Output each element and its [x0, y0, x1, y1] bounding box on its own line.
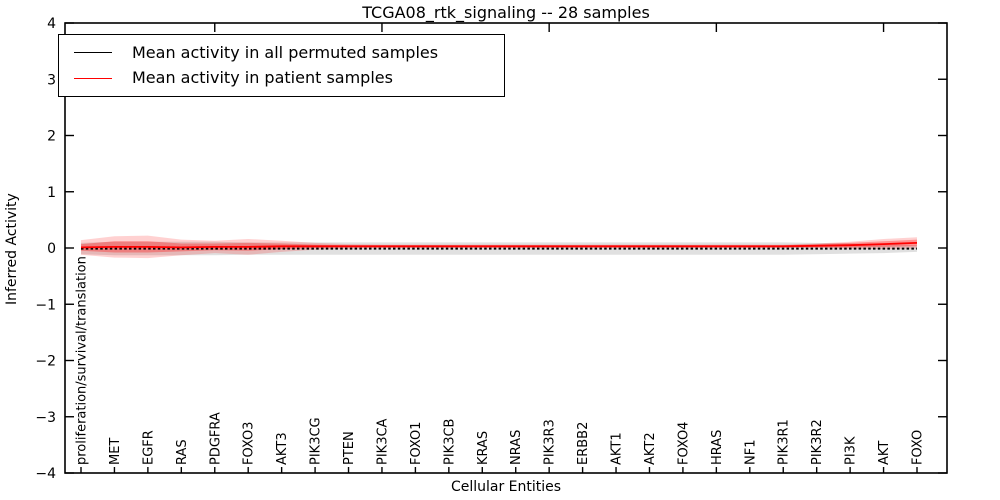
x-tick-label: PIK3CA — [375, 418, 390, 465]
x-tick-label: PI3K — [844, 436, 859, 465]
legend-entry-permuted: Mean activity in all permuted samples — [74, 42, 504, 62]
x-tick-label: PIK3R3 — [543, 419, 558, 465]
y-tick-label: 3 — [47, 72, 56, 88]
permuted-line-swatch — [74, 52, 112, 54]
series-line-1 — [80, 242, 918, 249]
y-tick-label: 2 — [47, 129, 56, 145]
legend-label: Mean activity in all permuted samples — [132, 42, 439, 62]
x-tick-label: proliferation/survival/translation — [75, 256, 90, 465]
x-tick-label: PIK3CB — [442, 419, 457, 465]
x-tick-label: ERBB2 — [576, 422, 591, 465]
y-tick-label: −2 — [35, 354, 56, 370]
x-tick-label: FOXO3 — [242, 422, 257, 465]
x-tick-label: EGFR — [141, 430, 156, 465]
x-tick-label: PTEN — [342, 431, 357, 465]
x-tick-label: AKT2 — [643, 432, 658, 465]
x-tick-label: NF1 — [743, 440, 758, 465]
x-tick-label: AKT3 — [275, 432, 290, 465]
x-tick-label: AKT1 — [610, 432, 625, 465]
x-tick-label: HRAS — [710, 430, 725, 465]
x-tick-label: PIK3R2 — [810, 419, 825, 465]
y-tick-label: −1 — [35, 297, 56, 313]
chart-title: TCGA08_rtk_signaling -- 28 samples — [362, 3, 650, 22]
x-tick-label: NRAS — [509, 430, 524, 465]
legend-label: Mean activity in patient samples — [132, 68, 393, 88]
x-tick-label: PIK3R1 — [777, 419, 792, 465]
y-tick-label: 4 — [47, 16, 56, 32]
x-tick-label: KRAS — [476, 431, 491, 465]
x-tick-label: PDGFRA — [208, 412, 223, 465]
y-tick-label: −4 — [35, 466, 56, 482]
x-axis-label: Cellular Entities — [450, 479, 562, 495]
x-tick-label: FOXO1 — [409, 422, 424, 465]
x-tick-label: RAS — [175, 439, 190, 465]
y-tick-label: 1 — [47, 185, 56, 201]
x-tick-label: FOXO4 — [676, 422, 691, 465]
y-tick-label: −3 — [35, 410, 56, 426]
x-tick-label: PIK3CG — [309, 417, 324, 465]
x-tick-label: AKT — [877, 441, 892, 465]
x-tick-label: FOXO — [911, 430, 926, 465]
patient-line-swatch — [74, 77, 112, 79]
legend: Mean activity in all permuted samples Me… — [58, 34, 505, 97]
x-tick-label: MET — [108, 438, 123, 465]
legend-entry-patient: Mean activity in patient samples — [74, 70, 504, 86]
y-tick-label: 0 — [47, 241, 56, 257]
